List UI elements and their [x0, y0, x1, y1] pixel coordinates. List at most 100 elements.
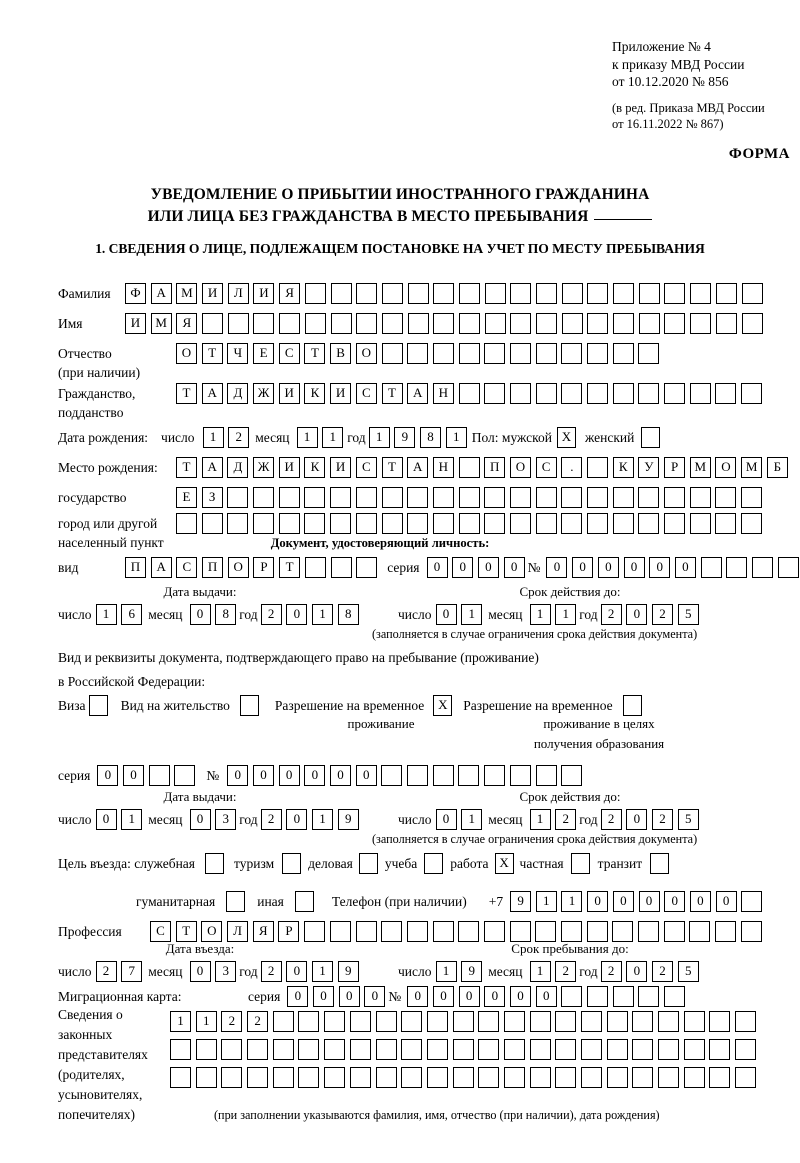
char-box[interactable]: [726, 557, 748, 578]
char-box[interactable]: 1: [535, 891, 557, 912]
char-box[interactable]: 6: [121, 604, 143, 625]
char-box[interactable]: [227, 487, 249, 508]
char-box[interactable]: [484, 765, 506, 786]
char-box[interactable]: К: [612, 457, 634, 478]
char-box[interactable]: [195, 1039, 217, 1060]
char-box[interactable]: [484, 487, 506, 508]
char-box[interactable]: 0: [313, 986, 335, 1007]
char-box[interactable]: 2: [600, 961, 622, 982]
char-box[interactable]: 2: [228, 427, 250, 448]
char-box[interactable]: 1: [312, 604, 333, 625]
char-box[interactable]: [484, 343, 506, 364]
char-box[interactable]: 2: [247, 1011, 269, 1032]
char-box[interactable]: 2: [221, 1011, 243, 1032]
char-box[interactable]: [278, 487, 300, 508]
legal-rep-input-3[interactable]: [170, 1067, 757, 1088]
char-box[interactable]: [381, 487, 403, 508]
char-box[interactable]: [581, 1039, 602, 1060]
char-box[interactable]: [555, 1011, 577, 1032]
char-box[interactable]: [253, 513, 275, 534]
char-box[interactable]: К: [304, 457, 326, 478]
char-box[interactable]: Ф: [125, 283, 146, 304]
char-box[interactable]: [658, 1039, 680, 1060]
char-box[interactable]: 2: [652, 809, 673, 830]
char-box[interactable]: [426, 1039, 448, 1060]
char-box[interactable]: [458, 383, 480, 404]
char-box[interactable]: [638, 313, 660, 334]
char-box[interactable]: 0: [364, 986, 386, 1007]
char-box[interactable]: [407, 765, 429, 786]
purpose-tourism-checkbox[interactable]: [282, 853, 302, 874]
char-box[interactable]: [690, 313, 712, 334]
char-box[interactable]: 0: [477, 557, 499, 578]
char-box[interactable]: [458, 765, 480, 786]
char-box[interactable]: 2: [260, 809, 282, 830]
char-box[interactable]: О: [201, 921, 223, 942]
char-box[interactable]: 0: [407, 986, 429, 1007]
char-box[interactable]: 0: [458, 986, 480, 1007]
char-box[interactable]: [304, 921, 326, 942]
char-box[interactable]: [741, 383, 763, 404]
temp-residence-edu-checkbox[interactable]: [622, 695, 642, 716]
char-box[interactable]: 1: [195, 1011, 217, 1032]
char-box[interactable]: [715, 283, 737, 304]
char-box[interactable]: 8: [420, 427, 442, 448]
char-box[interactable]: [381, 313, 403, 334]
char-box[interactable]: [612, 921, 634, 942]
birth-place-input-3[interactable]: [176, 513, 763, 534]
char-box[interactable]: 0: [338, 986, 360, 1007]
char-box[interactable]: [587, 513, 608, 534]
legal-rep-input-2[interactable]: [170, 1039, 757, 1060]
char-box[interactable]: [735, 1039, 757, 1060]
char-box[interactable]: В: [330, 343, 352, 364]
char-box[interactable]: [324, 1011, 346, 1032]
char-box[interactable]: [683, 1011, 705, 1032]
purpose-other-checkbox[interactable]: [294, 891, 314, 912]
char-box[interactable]: [777, 557, 799, 578]
sex-male-checkbox[interactable]: X: [556, 427, 576, 448]
char-box[interactable]: [330, 487, 352, 508]
char-box[interactable]: О: [355, 343, 377, 364]
char-box[interactable]: [355, 487, 377, 508]
char-box[interactable]: [689, 513, 711, 534]
char-box[interactable]: [741, 313, 763, 334]
char-box[interactable]: 0: [674, 557, 696, 578]
char-box[interactable]: 3: [215, 961, 237, 982]
char-box[interactable]: [432, 765, 454, 786]
char-box[interactable]: 0: [587, 891, 609, 912]
char-box[interactable]: 0: [572, 557, 594, 578]
char-box[interactable]: [612, 487, 634, 508]
char-box[interactable]: [612, 986, 634, 1007]
char-box[interactable]: 0: [286, 961, 308, 982]
char-box[interactable]: [432, 487, 454, 508]
char-box[interactable]: 0: [426, 557, 448, 578]
char-box[interactable]: [432, 343, 454, 364]
char-box[interactable]: Р: [278, 921, 300, 942]
char-box[interactable]: [272, 1011, 294, 1032]
char-box[interactable]: Н: [432, 383, 454, 404]
char-box[interactable]: [381, 765, 403, 786]
residence-permit-checkbox[interactable]: [239, 695, 259, 716]
char-box[interactable]: [638, 921, 660, 942]
char-box[interactable]: [535, 343, 557, 364]
char-box[interactable]: 8: [337, 604, 359, 625]
char-box[interactable]: [356, 283, 378, 304]
char-box[interactable]: О: [176, 343, 197, 364]
char-box[interactable]: 8: [215, 604, 237, 625]
char-box[interactable]: [612, 513, 634, 534]
char-box[interactable]: [407, 487, 429, 508]
char-box[interactable]: Ж: [253, 383, 275, 404]
char-box[interactable]: 9: [510, 891, 532, 912]
